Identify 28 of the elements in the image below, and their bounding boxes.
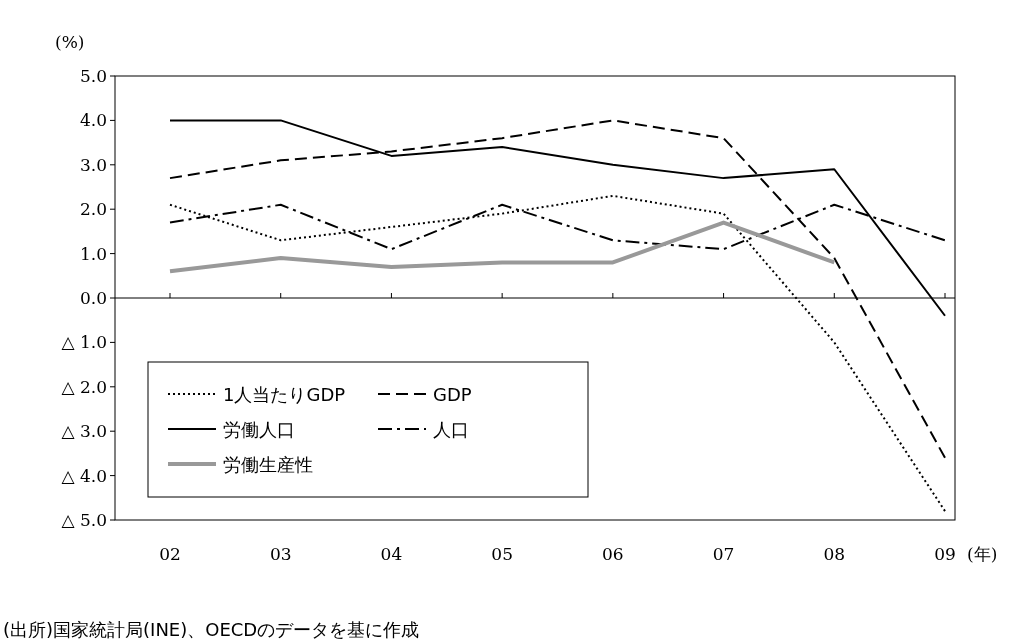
x-tick-label: 05 [491, 544, 513, 564]
x-tick-label: 03 [269, 544, 292, 564]
x-tick-label: 06 [602, 544, 624, 564]
legend-label: 1人当たりGDP [223, 384, 346, 405]
y-tick-label: △ 5.0 [61, 510, 107, 530]
y-tick-label: △ 2.0 [61, 376, 107, 397]
y-tick-label: 3.0 [79, 154, 107, 175]
legend-label: 労働生産性 [223, 454, 313, 475]
legend-label: GDP [433, 384, 472, 405]
y-tick-label: 2.0 [79, 199, 107, 220]
y-tick-label: 4.0 [79, 110, 107, 131]
y-tick-label: △ 4.0 [61, 465, 107, 486]
y-tick-label: 1.0 [79, 243, 107, 264]
x-tick-label: 08 [823, 544, 846, 564]
x-tick-label: 04 [380, 544, 403, 564]
legend-label: 労働人口 [223, 419, 295, 440]
y-tick-label: 5.0 [79, 66, 107, 86]
y-tick-label: 0.0 [79, 288, 107, 308]
x-axis-title: (年) [967, 544, 998, 564]
x-tick-label: 09 [934, 544, 956, 564]
line-series [168, 220, 837, 274]
y-tick-label: △ 3.0 [61, 421, 107, 442]
text: (出所)国家統計局(INE)、OECDのデータを基に作成 [3, 619, 420, 640]
y-axis-title: (%) [55, 32, 85, 52]
legend-label: 人口 [433, 419, 469, 440]
x-tick-label: 07 [712, 544, 735, 564]
x-tick-label: 02 [159, 544, 181, 564]
y-tick-label: △ 1.0 [61, 332, 107, 353]
